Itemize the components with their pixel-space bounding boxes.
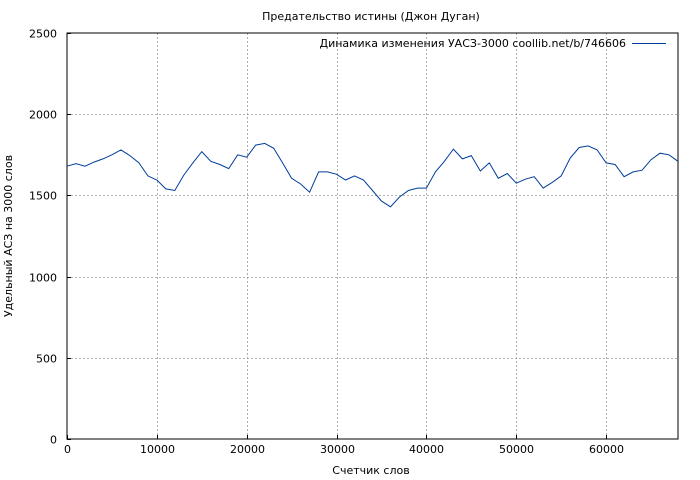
x-tick-label: 40000: [409, 443, 444, 456]
x-tick-label: 20000: [230, 443, 265, 456]
y-tick-label: 0: [50, 434, 57, 447]
y-tick-label: 1500: [29, 190, 57, 203]
legend: Динамика изменения УАСЗ-3000 coollib.net…: [320, 37, 666, 50]
y-tick-label: 1000: [29, 272, 57, 285]
y-tick-label: 2500: [29, 28, 57, 41]
x-axis: 0 10000 20000 30000 40000 50000 60000: [64, 435, 624, 456]
plot-area-frame: [66, 32, 679, 440]
x-tick-label: 30000: [320, 443, 355, 456]
x-tick-label: 0: [64, 443, 71, 456]
chart-title: Предательство истины (Джон Дуган): [262, 10, 480, 23]
x-tick-label: 60000: [589, 443, 624, 456]
y-tick-label: 2000: [29, 109, 57, 122]
x-tick-label: 10000: [140, 443, 175, 456]
x-tick-label: 50000: [499, 443, 534, 456]
x-axis-label: Счетчик слов: [332, 464, 409, 477]
y-axis: 0 500 1000 1500 2000 2500: [29, 28, 71, 447]
grid-lines: [67, 33, 678, 439]
series-line: [66, 142, 679, 208]
y-axis-label: Удельный АСЗ на 3000 слов: [2, 155, 15, 317]
y-tick-label: 500: [36, 353, 57, 366]
legend-label: Динамика изменения УАСЗ-3000 coollib.net…: [320, 37, 627, 50]
